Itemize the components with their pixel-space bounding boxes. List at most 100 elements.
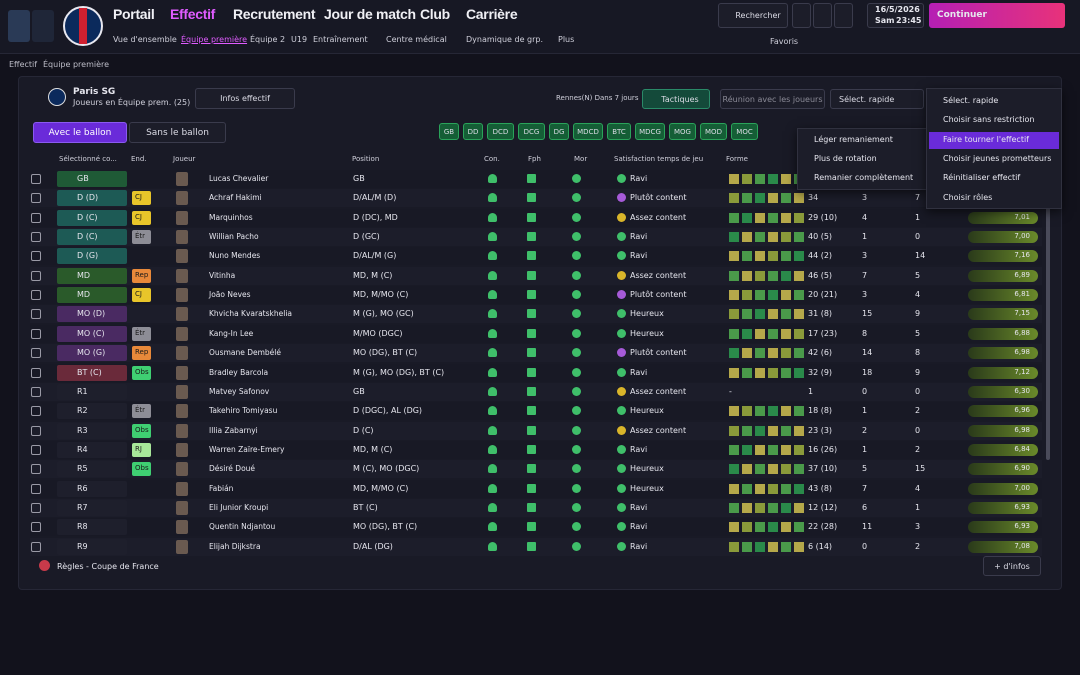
player-name[interactable]: Bradley Barcola	[209, 367, 269, 377]
player-name[interactable]: Eli Junior Kroupi	[209, 502, 269, 512]
rules-link[interactable]: Règles - Coupe de France	[57, 562, 159, 571]
selection-dropdown[interactable]: R3	[57, 422, 127, 439]
toolbar-icon[interactable]	[813, 3, 832, 28]
menu-item[interactable]: Remanier complètement	[814, 173, 914, 182]
row-checkbox[interactable]	[31, 425, 41, 436]
row-checkbox[interactable]	[31, 174, 41, 184]
menu-item[interactable]: Choisir rôles	[943, 192, 993, 202]
nav-item[interactable]: Recrutement	[233, 6, 316, 22]
row-checkbox[interactable]	[31, 309, 41, 320]
selection-dropdown[interactable]: R5	[57, 461, 127, 478]
favorites[interactable]: Favoris	[770, 37, 799, 46]
position-chip[interactable]: BTC	[607, 123, 631, 140]
selection-dropdown[interactable]: MO (D)	[57, 306, 127, 323]
row-checkbox[interactable]	[31, 483, 41, 494]
position-chip[interactable]: MOG	[669, 123, 696, 140]
position-chip[interactable]: DD	[463, 123, 483, 140]
player-name[interactable]: Matvey Safonov	[209, 386, 270, 396]
breadcrumb[interactable]: Effectif	[9, 60, 38, 69]
row-checkbox[interactable]	[31, 386, 41, 397]
tab[interactable]: Avec le ballon	[33, 122, 127, 143]
menu-item[interactable]: Choisir jeunes prometteurs	[943, 153, 1052, 163]
position-chip[interactable]: DCD	[487, 123, 514, 140]
player-name[interactable]: Fabián	[209, 483, 234, 493]
nav-item[interactable]: Effectif	[170, 6, 216, 22]
selection-dropdown[interactable]: MO (C)	[57, 325, 127, 342]
row-checkbox[interactable]	[31, 444, 41, 455]
continue-button[interactable]: Continuer	[929, 3, 1065, 28]
nav-item[interactable]: Portail	[113, 6, 155, 22]
selection-dropdown[interactable]: R2	[57, 403, 127, 420]
row-checkbox[interactable]	[31, 406, 41, 417]
menu-item[interactable]: Léger remaniement	[814, 135, 893, 144]
row-checkbox[interactable]	[31, 348, 41, 359]
selection-dropdown[interactable]: R6	[57, 480, 127, 497]
subnav-item[interactable]: Entraînement	[313, 35, 368, 44]
position-chip[interactable]: MDCG	[635, 123, 665, 140]
column-header[interactable]: Con.	[484, 155, 500, 163]
nav-item[interactable]: Club	[420, 6, 450, 22]
selection-dropdown[interactable]: R7	[57, 499, 127, 516]
tactics-button[interactable]: Tactiques	[642, 89, 710, 109]
selection-dropdown[interactable]: D (D)	[57, 190, 127, 207]
selection-dropdown[interactable]: MD	[57, 287, 127, 304]
subnav-item[interactable]: Dynamique de grp.	[466, 35, 544, 44]
selection-dropdown[interactable]: BT (C)	[57, 364, 127, 381]
player-name[interactable]: Takehiro Tomiyasu	[209, 406, 278, 416]
row-checkbox[interactable]	[31, 328, 41, 339]
column-header[interactable]: Fph	[528, 155, 541, 163]
column-header[interactable]: Sélectionné co...	[59, 155, 117, 163]
row-checkbox[interactable]	[31, 541, 41, 552]
position-chip[interactable]: DCG	[518, 123, 545, 140]
column-header[interactable]: Joueur	[173, 155, 196, 163]
player-name[interactable]: Achraf Hakimi	[209, 193, 262, 203]
row-checkbox[interactable]	[31, 502, 41, 513]
nav-item[interactable]: Carrière	[466, 6, 518, 22]
player-name[interactable]: Lucas Chevalier	[209, 174, 269, 183]
menu-item[interactable]: Plus de rotation	[814, 154, 877, 163]
row-checkbox[interactable]	[31, 464, 41, 475]
row-checkbox[interactable]	[31, 367, 41, 378]
position-chip[interactable]: GB	[439, 123, 459, 140]
subnav-item[interactable]: Équipe première	[181, 35, 248, 44]
back-button[interactable]	[8, 10, 30, 42]
selection-dropdown[interactable]: MD	[57, 267, 127, 284]
subnav-item[interactable]: Centre médical	[386, 35, 447, 44]
subnav-more[interactable]: Plus	[558, 35, 575, 44]
player-name[interactable]: João Neves	[209, 290, 251, 300]
player-name[interactable]: Kang-In Lee	[209, 328, 254, 338]
player-name[interactable]: Désiré Doué	[209, 464, 256, 474]
selection-dropdown[interactable]: GB	[57, 171, 127, 187]
selection-dropdown[interactable]: MO (G)	[57, 345, 127, 362]
position-chip[interactable]: MOD	[700, 123, 727, 140]
quick-select-button[interactable]: Sélect. rapide	[830, 89, 924, 109]
meeting-button[interactable]: Réunion avec les joueurs	[720, 89, 825, 109]
row-checkbox[interactable]	[31, 522, 41, 533]
more-info-button[interactable]: + d'infos	[983, 556, 1041, 576]
row-checkbox[interactable]	[31, 270, 41, 281]
column-header[interactable]: Mor	[574, 155, 588, 163]
row-checkbox[interactable]	[31, 212, 41, 223]
player-name[interactable]: Nuno Mendes	[209, 251, 261, 261]
subnav-item[interactable]: U19	[291, 35, 308, 44]
selection-dropdown[interactable]: D (C)	[57, 229, 127, 246]
selection-dropdown[interactable]: R1	[57, 383, 127, 400]
player-name[interactable]: Willian Pacho	[209, 232, 259, 242]
player-name[interactable]: Illia Zabarnyi	[209, 425, 258, 435]
subnav-item[interactable]: Équipe 2	[250, 35, 286, 44]
toolbar-icon[interactable]	[834, 3, 853, 28]
menu-item[interactable]: Sélect. rapide	[943, 96, 999, 105]
tab[interactable]: Sans le ballon	[129, 122, 226, 143]
position-chip[interactable]: MDCD	[573, 123, 603, 140]
selection-dropdown[interactable]: R4	[57, 441, 127, 458]
player-name[interactable]: Vitinha	[209, 270, 236, 280]
player-name[interactable]: Warren Zaïre-Emery	[209, 444, 285, 454]
menu-item[interactable]: Réinitialiser effectif	[943, 173, 1021, 183]
selection-dropdown[interactable]: R9	[57, 538, 127, 555]
row-checkbox[interactable]	[31, 193, 41, 204]
player-name[interactable]: Marquinhos	[209, 212, 253, 222]
selection-dropdown[interactable]: R8	[57, 519, 127, 536]
player-name[interactable]: Elijah Dijkstra	[209, 541, 261, 551]
menu-item[interactable]: Choisir sans restriction	[943, 115, 1035, 125]
column-header[interactable]: Satisfaction temps de jeu	[614, 155, 704, 163]
